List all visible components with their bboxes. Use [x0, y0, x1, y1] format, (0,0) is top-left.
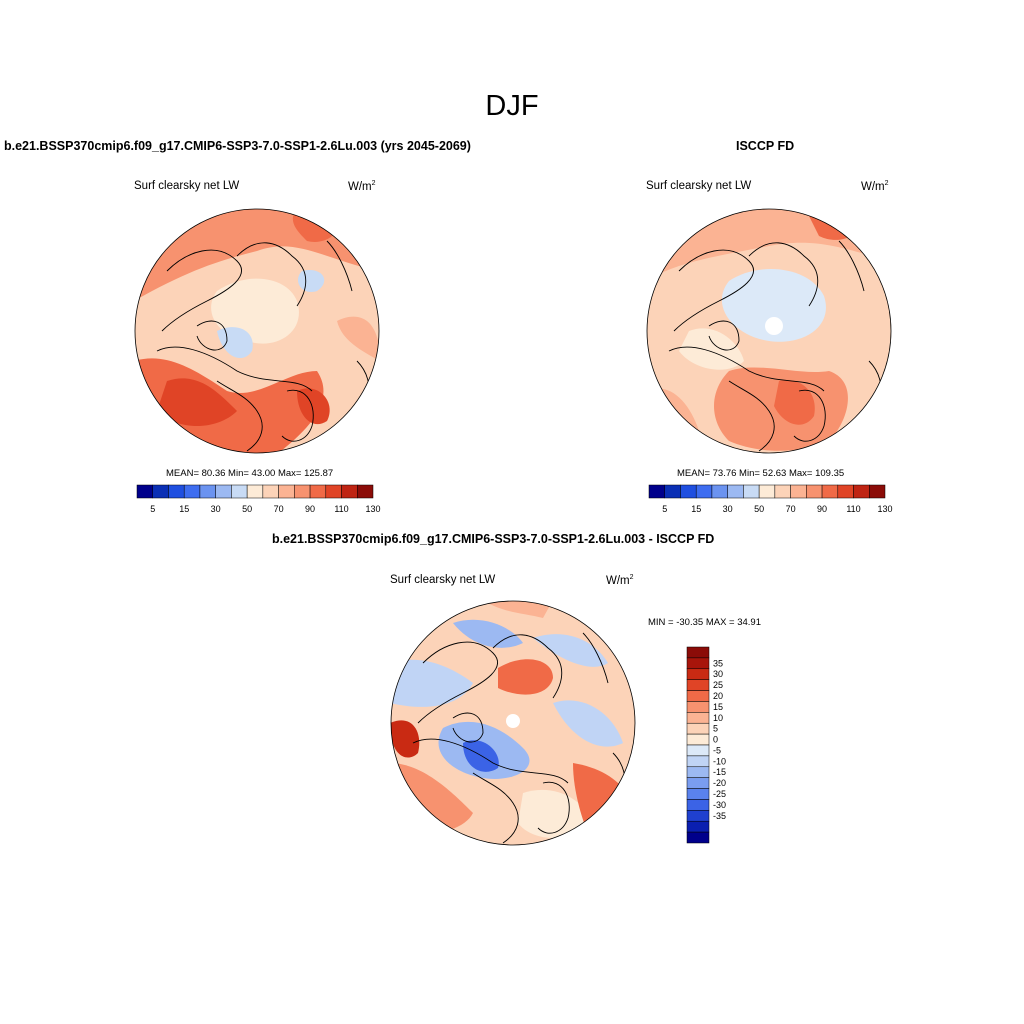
colorbar-diff-tick-label: -10 [713, 756, 726, 766]
colorbar-obs: 5 15 30 50 70 90 110 130 [648, 484, 893, 514]
units-label-model: W/m2 [348, 180, 376, 193]
colorbar-model-swatch [309, 484, 327, 499]
colorbar-obs-swatch [821, 484, 839, 499]
colorbar-diff-tick-label: -15 [713, 767, 726, 777]
colorbar-diff-swatch [686, 733, 710, 746]
colorbar-diff-swatch [686, 712, 710, 724]
colorbar-model-swatch [325, 484, 342, 499]
colorbar-obs-swatch [790, 484, 807, 499]
colorbar-diff-swatch [686, 668, 710, 680]
polar-map-diff [390, 600, 636, 846]
colorbar-model-swatch [199, 484, 216, 499]
colorbar-obs-swatch [853, 484, 870, 499]
panel-title-diff: b.e21.BSSP370cmip6.f09_g17.CMIP6-SSP3-7.… [272, 532, 715, 546]
stats-obs: MEAN= 73.76 Min= 52.63 Max= 109.35 [677, 468, 845, 479]
colorbar-diff-tick-label: -25 [713, 789, 726, 799]
colorbar-model-swatch [183, 484, 201, 499]
polar-map-obs [646, 208, 892, 454]
colorbar-diff-swatch [686, 646, 710, 659]
colorbar-model: 5 15 30 50 70 90 110 130 [136, 484, 381, 514]
colorbar-model-swatch [215, 484, 232, 499]
colorbar-diff-tick-label: 15 [713, 702, 723, 712]
colorbar-model-swatch [246, 484, 264, 499]
units-label-diff: W/m2 [606, 574, 634, 587]
colorbar-model-tick-label: 90 [305, 504, 315, 514]
variable-label-obs: Surf clearsky net LW [646, 180, 752, 192]
colorbar-obs-swatch [806, 484, 823, 499]
colorbar-diff-swatch [686, 788, 710, 800]
colorbar-obs-swatch [774, 484, 791, 499]
colorbar-obs-swatch [743, 484, 760, 499]
colorbar-diff-swatch [686, 820, 710, 833]
colorbar-model-tick-label: 5 [150, 504, 155, 514]
colorbar-model-swatch [136, 484, 153, 499]
colorbar-diff-tick-label: 30 [713, 669, 723, 679]
colorbar-obs-swatch [758, 484, 776, 499]
colorbar-obs-swatch [680, 484, 697, 499]
colorbar-model-swatch [294, 484, 311, 499]
colorbar-obs-swatch [837, 484, 854, 499]
colorbar-model-tick-label: 15 [179, 504, 189, 514]
colorbar-model-swatch [341, 484, 358, 499]
panel-title-model: b.e21.BSSP370cmip6.f09_g17.CMIP6-SSP3-7.… [4, 139, 471, 153]
colorbar-diff-swatch [686, 701, 710, 713]
colorbar-diff-swatch [686, 755, 710, 768]
colorbar-model-swatch [357, 484, 374, 499]
colorbar-diff-swatch [686, 744, 710, 757]
colorbar-obs-swatch [648, 484, 665, 499]
colorbar-model-swatch [231, 484, 248, 499]
colorbar-diff-tick-label: -5 [713, 745, 721, 755]
colorbar-model-tick-label: 110 [334, 504, 348, 514]
colorbar-diff-swatch [686, 690, 710, 702]
colorbar-obs-tick-label: 30 [723, 504, 733, 514]
variable-label-model: Surf clearsky net LW [134, 180, 240, 192]
colorbar-diff-swatch [686, 799, 710, 811]
colorbar-diff-tick-label: -35 [713, 811, 726, 821]
colorbar-obs-swatch [727, 484, 744, 499]
colorbar-diff-tick-label: 0 [713, 735, 718, 745]
colorbar-model-swatch [278, 484, 295, 499]
colorbar-model-tick-label: 50 [242, 504, 252, 514]
colorbar-obs-swatch [711, 484, 728, 499]
colorbar-obs-swatch [664, 484, 681, 499]
units-label-obs: W/m2 [861, 180, 889, 193]
colorbar-diff-swatch [686, 766, 710, 778]
stats-diff: MIN = -30.35 MAX = 34.91 [648, 617, 762, 628]
colorbar-obs-tick-label: 90 [817, 504, 827, 514]
colorbar-diff-swatch [686, 679, 710, 691]
colorbar-diff-tick-label: 5 [713, 724, 718, 734]
colorbar-model-swatch [262, 484, 279, 499]
colorbar-model-tick-label: 70 [274, 504, 284, 514]
main-title: DJF [485, 90, 539, 122]
colorbar-diff-swatch [686, 810, 710, 822]
colorbar-obs-tick-label: 130 [877, 504, 892, 514]
colorbar-diff-tick-label: -20 [713, 778, 726, 788]
colorbar-diff-tick-label: -30 [713, 800, 726, 810]
colorbar-model-swatch [168, 484, 185, 499]
colorbar-obs-tick-label: 70 [786, 504, 796, 514]
colorbar-diff-swatch [686, 831, 710, 844]
colorbar-model-tick-label: 30 [211, 504, 221, 514]
colorbar-obs-swatch [695, 484, 713, 499]
colorbar-model-tick-label: 130 [365, 504, 380, 514]
colorbar-diff-swatch [686, 657, 710, 670]
colorbar-obs-tick-label: 50 [754, 504, 764, 514]
colorbar-diff-tick-label: 35 [713, 658, 723, 668]
colorbar-diff-tick-label: 20 [713, 691, 723, 701]
variable-label-diff: Surf clearsky net LW [390, 574, 496, 586]
panel-title-obs: ISCCP FD [736, 139, 795, 153]
colorbar-model-swatch [152, 484, 169, 499]
colorbar-diff-swatch [686, 722, 710, 735]
colorbar-obs-swatch [869, 484, 886, 499]
colorbar-diff-swatch [686, 777, 710, 789]
stats-model: MEAN= 80.36 Min= 43.00 Max= 125.87 [166, 468, 334, 479]
polar-map-model [134, 208, 380, 454]
colorbar-obs-tick-label: 5 [662, 504, 667, 514]
colorbar-diff-tick-label: 10 [713, 713, 723, 723]
colorbar-obs-tick-label: 110 [846, 504, 860, 514]
colorbar-diff-tick-label: 25 [713, 680, 723, 690]
colorbar-obs-tick-label: 15 [691, 504, 701, 514]
